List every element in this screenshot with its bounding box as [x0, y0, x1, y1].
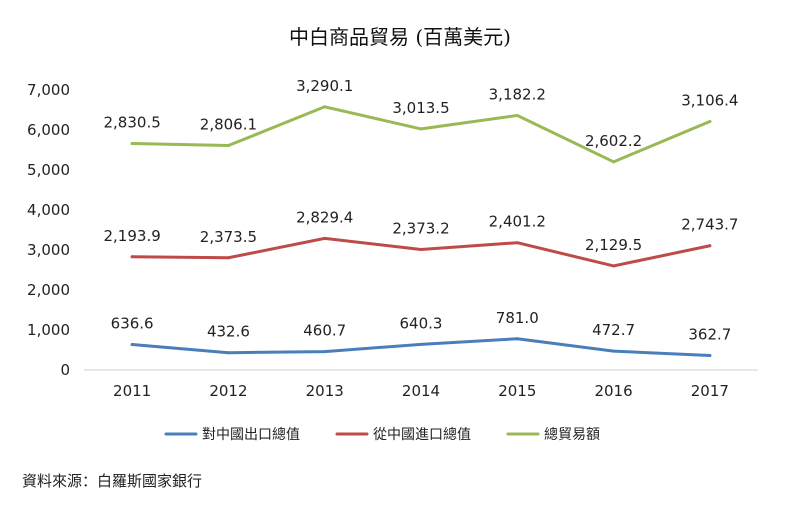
data-point [130, 343, 134, 347]
data-point [612, 349, 616, 353]
data-point [323, 236, 327, 240]
x-tick-labels: 2011 2012 2013 2014 2015 2016 2017 [113, 382, 729, 400]
data-point [515, 241, 519, 245]
data-point [515, 337, 519, 341]
data-label: 781.0 [496, 309, 539, 327]
data-label: 432.6 [207, 323, 250, 341]
data-label: 2,830.5 [104, 114, 161, 132]
data-point [130, 255, 134, 259]
data-label: 2,373.5 [200, 228, 257, 246]
data-label: 2,806.1 [200, 116, 257, 134]
x-tick-label: 2014 [402, 382, 440, 400]
series-line [130, 337, 712, 357]
data-point [323, 350, 327, 354]
data-point [708, 244, 712, 248]
data-label: 2,129.5 [585, 236, 642, 254]
y-tick-label: 7,000 [27, 81, 70, 99]
data-point [612, 160, 616, 164]
x-tick-label: 2015 [498, 382, 536, 400]
chart-title: 中白商品貿易 (百萬美元) [289, 25, 511, 49]
y-tick-label: 1,000 [27, 321, 70, 339]
data-label: 3,182.2 [489, 85, 546, 103]
data-label: 2,602.2 [585, 132, 642, 150]
y-tick-label: 4,000 [27, 201, 70, 219]
data-label: 472.7 [592, 321, 635, 339]
series-lines [130, 105, 712, 357]
data-label: 2,373.2 [392, 219, 449, 237]
y-tick-label: 6,000 [27, 121, 70, 139]
y-tick-labels: 0 1,000 2,000 3,000 4,000 5,000 6,000 7,000 [27, 81, 70, 379]
data-label: 2,401.2 [489, 213, 546, 231]
data-point [419, 342, 423, 346]
data-label: 640.3 [400, 314, 443, 332]
x-tick-label: 2013 [306, 382, 344, 400]
data-label: 2,829.4 [296, 208, 353, 226]
legend-label: 從中國進口總值 [373, 426, 471, 443]
x-tick-label: 2016 [594, 382, 632, 400]
legend-label: 對中國出口總值 [202, 426, 300, 443]
y-tick-label: 0 [60, 361, 70, 379]
legend: 對中國出口總值 從中國進口總值 總貿易額 [164, 426, 600, 443]
source-note: 資料來源：白羅斯國家銀行 [22, 472, 203, 490]
x-tick-label: 2017 [691, 382, 729, 400]
legend-label: 總貿易額 [544, 426, 600, 443]
data-point [515, 113, 519, 117]
data-point [226, 256, 230, 260]
data-point [419, 127, 423, 131]
data-point [708, 119, 712, 123]
data-point [612, 264, 616, 268]
data-point [323, 105, 327, 109]
x-tick-label: 2011 [113, 382, 151, 400]
data-label: 3,290.1 [296, 77, 353, 95]
data-point [708, 353, 712, 357]
x-tick-label: 2012 [209, 382, 247, 400]
data-label: 3,106.4 [681, 91, 738, 109]
data-labels: 636.6 432.6 460.7 640.3 781.0 472.7 362.7 2,193… [104, 77, 739, 344]
data-label: 2,743.7 [681, 216, 738, 234]
data-point [226, 144, 230, 148]
y-tick-label: 3,000 [27, 241, 70, 259]
data-point [226, 351, 230, 355]
y-tick-label: 5,000 [27, 161, 70, 179]
data-label: 2,193.9 [104, 227, 161, 245]
data-point [419, 247, 423, 251]
data-label: 3,013.5 [392, 99, 449, 117]
data-label: 362.7 [688, 325, 731, 343]
y-tick-label: 2,000 [27, 281, 70, 299]
data-label: 460.7 [303, 322, 346, 340]
data-point [130, 142, 134, 146]
data-label: 636.6 [111, 315, 154, 333]
